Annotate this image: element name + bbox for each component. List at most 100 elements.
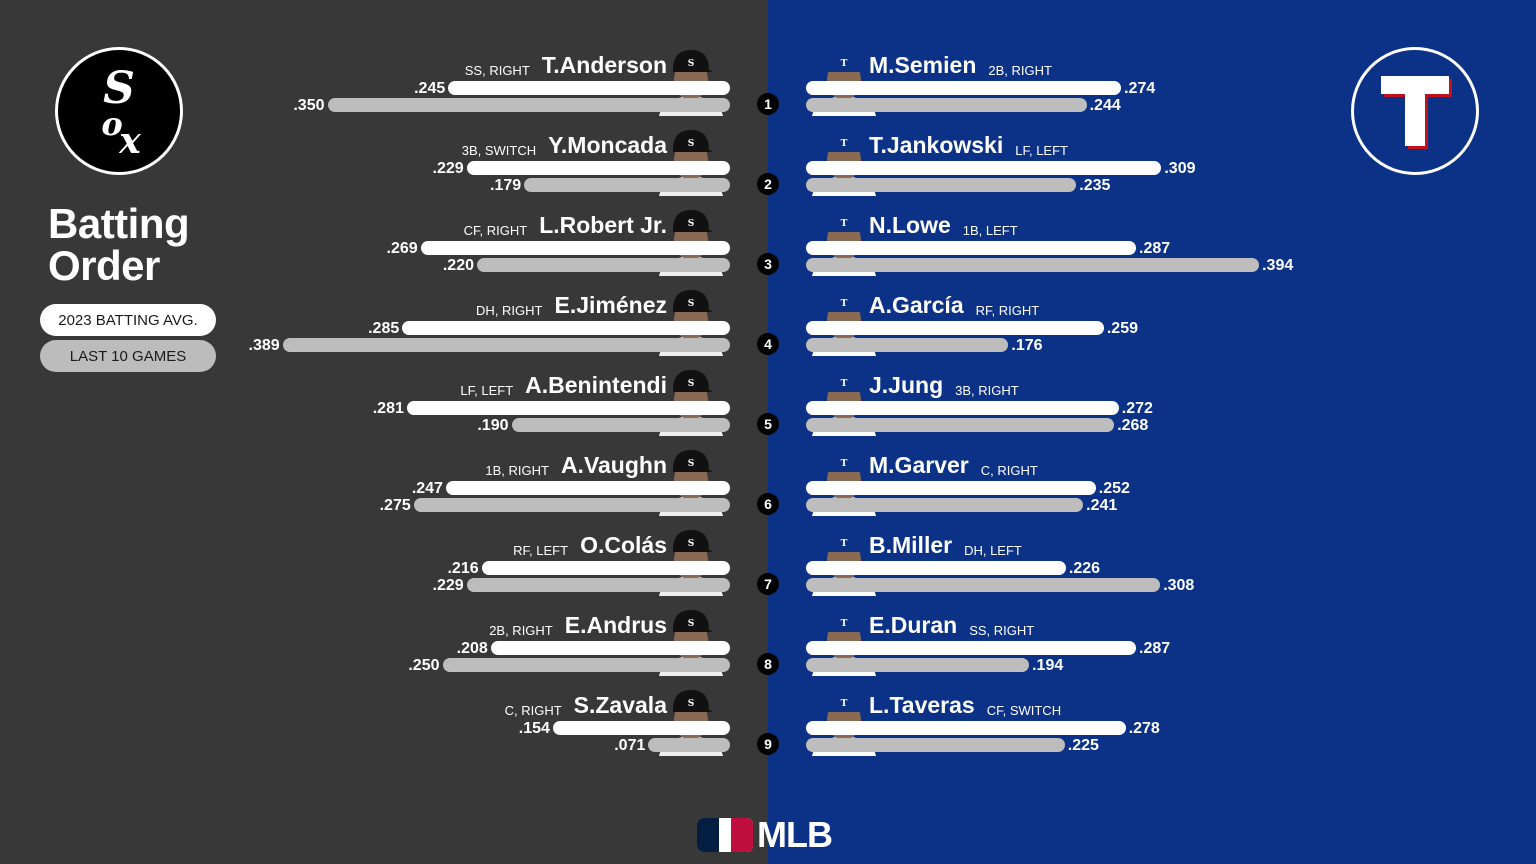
avg-value: .259 [1106, 320, 1138, 337]
player-name: L.Taveras [869, 692, 975, 718]
last10-value: .229 [432, 577, 464, 594]
svg-text:T: T [841, 699, 848, 709]
batting-order-number: 5 [757, 413, 779, 435]
mlb-batter-icon [697, 818, 753, 852]
avg-value: .272 [1121, 400, 1153, 417]
player-position: RF, RIGHT [975, 303, 1040, 318]
white-sox-logo: S o x [55, 47, 183, 175]
last10-value: .225 [1067, 737, 1099, 754]
avg-value: .226 [1068, 560, 1101, 577]
last10-value: .241 [1086, 497, 1118, 514]
player-position: 1B, RIGHT [485, 463, 549, 478]
player-position: DH, RIGHT [476, 303, 543, 318]
avg-bar [466, 161, 730, 175]
avg-value: .269 [386, 240, 418, 257]
last10-value: .176 [1011, 337, 1043, 354]
last10-bar [806, 178, 1077, 192]
avg-value: .216 [447, 560, 479, 577]
svg-text:S: S [103, 63, 135, 114]
svg-text:S: S [688, 139, 695, 149]
avg-bar [806, 401, 1119, 415]
avg-value: .229 [432, 160, 464, 177]
player-name: Y.Moncada [548, 132, 667, 158]
avg-bar [552, 721, 730, 735]
avg-bar [445, 481, 730, 495]
last10-value: .308 [1163, 577, 1195, 594]
last10-bar [511, 418, 730, 432]
avg-value: .274 [1124, 80, 1156, 97]
batting-order-number: 7 [757, 573, 779, 595]
avg-bar [402, 321, 730, 335]
avg-bar [448, 81, 730, 95]
last10-value: .244 [1089, 97, 1121, 114]
svg-text:S: S [688, 299, 695, 309]
last10-bar [282, 338, 730, 352]
avg-value: .309 [1164, 160, 1196, 177]
svg-text:T: T [841, 139, 848, 149]
legend-last10: LAST 10 GAMES [40, 340, 216, 372]
player-position: C, RIGHT [980, 463, 1038, 478]
svg-text:S: S [688, 219, 695, 229]
avg-bar [806, 81, 1122, 95]
last10-value: .394 [1262, 257, 1294, 274]
batting-order-number: 8 [757, 653, 779, 675]
player-position: C, RIGHT [504, 703, 562, 718]
last10-bar [806, 338, 1009, 352]
last10-bar [806, 738, 1065, 752]
player-name: J.Jung [869, 372, 944, 398]
player-name: M.Semien [869, 52, 977, 78]
player-name: E.Duran [869, 612, 958, 638]
last10-value: .220 [442, 257, 474, 274]
avg-bar [806, 561, 1066, 575]
player-position: RF, LEFT [513, 543, 569, 558]
avg-value: .287 [1139, 240, 1171, 257]
avg-value: .245 [414, 80, 446, 97]
svg-text:T: T [841, 619, 848, 629]
mlb-wordmark: MLB [757, 814, 833, 855]
player-name: E.Andrus [564, 612, 667, 638]
player-position: SS, RIGHT [464, 63, 530, 78]
player-name: B.Miller [869, 532, 953, 558]
mlb-logo: MLB [697, 814, 833, 856]
last10-bar [806, 658, 1030, 672]
avg-value: .247 [411, 480, 443, 497]
player-name: S.Zavala [573, 692, 667, 718]
last10-bar [327, 98, 730, 112]
avg-value: .278 [1128, 720, 1160, 737]
svg-text:T: T [841, 459, 848, 469]
player-position: LF, LEFT [1015, 143, 1068, 158]
last10-value: .268 [1117, 417, 1149, 434]
player-name: T.Anderson [541, 52, 667, 78]
player-position: 3B, SWITCH [461, 143, 537, 158]
last10-value: .389 [248, 337, 280, 354]
svg-text:T: T [841, 299, 848, 309]
player-position: 2B, RIGHT [489, 623, 553, 638]
svg-text:x: x [118, 120, 141, 161]
avg-value: .208 [456, 640, 488, 657]
player-position: LF, LEFT [460, 383, 514, 398]
last10-value: .350 [293, 97, 325, 114]
rangers-logo [1351, 47, 1479, 175]
player-name: E.Jiménez [554, 292, 668, 318]
svg-text:S: S [688, 699, 695, 709]
last10-value: .190 [477, 417, 509, 434]
legend-avg: 2023 BATTING AVG. [40, 304, 216, 336]
last10-bar [806, 418, 1115, 432]
last10-bar [806, 578, 1161, 592]
svg-text:S: S [688, 379, 695, 389]
last10-value: .250 [408, 657, 440, 674]
avg-value: .287 [1139, 640, 1171, 657]
avg-bar [806, 321, 1104, 335]
last10-value: .071 [614, 737, 646, 754]
player-position: 2B, RIGHT [988, 63, 1052, 78]
avg-value: .285 [368, 320, 400, 337]
player-name: M.Garver [869, 452, 969, 478]
player-position: CF, SWITCH [986, 703, 1062, 718]
player-position: DH, LEFT [964, 543, 1022, 558]
last10-bar [477, 258, 730, 272]
batting-order-number: 1 [757, 93, 779, 115]
batting-order-number: 6 [757, 493, 779, 515]
avg-bar [806, 641, 1137, 655]
player-name: T.Jankowski [869, 132, 1004, 158]
page-title: Batting Order [48, 200, 190, 289]
